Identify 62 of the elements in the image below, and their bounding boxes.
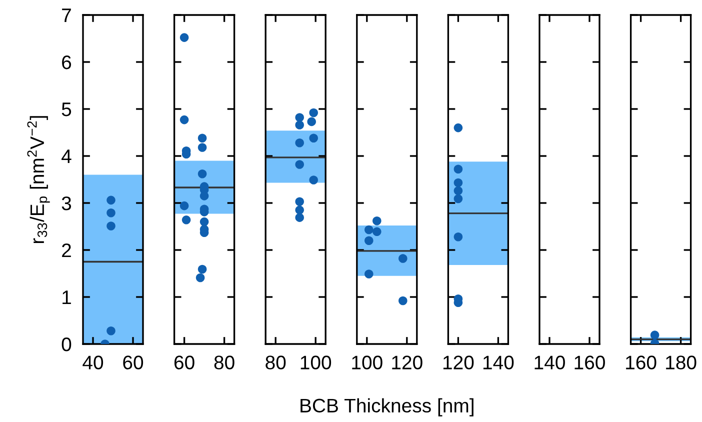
point bbox=[198, 143, 207, 152]
point bbox=[295, 197, 304, 206]
x-tick-label: 180 bbox=[666, 356, 696, 370]
point bbox=[372, 216, 382, 226]
x-tick-label: 140 bbox=[483, 356, 514, 370]
x-tick-label: 140 bbox=[534, 356, 565, 370]
point bbox=[364, 236, 374, 245]
point bbox=[364, 225, 374, 234]
point bbox=[398, 296, 408, 306]
point bbox=[106, 326, 116, 336]
point bbox=[309, 176, 318, 184]
x-tick-label: 160 bbox=[626, 356, 656, 370]
y-tick-label: 4 bbox=[62, 150, 72, 164]
point bbox=[106, 208, 116, 218]
point bbox=[454, 178, 463, 188]
y-tick-label: 6 bbox=[62, 55, 72, 70]
point bbox=[295, 113, 304, 122]
x-tick-label: 100 bbox=[352, 356, 382, 370]
point bbox=[295, 206, 304, 214]
point bbox=[106, 196, 116, 205]
point bbox=[295, 213, 304, 222]
x-tick-label: 60 bbox=[174, 356, 194, 370]
point bbox=[295, 160, 304, 169]
x-tick-label: 120 bbox=[443, 356, 474, 370]
point bbox=[398, 254, 408, 263]
point bbox=[307, 117, 316, 126]
point bbox=[180, 33, 189, 42]
point bbox=[309, 108, 318, 118]
point bbox=[295, 138, 304, 148]
point bbox=[180, 115, 189, 124]
point bbox=[372, 227, 382, 236]
point bbox=[454, 164, 463, 174]
y-tick-label: 1 bbox=[62, 290, 71, 304]
point bbox=[454, 123, 463, 132]
point bbox=[196, 273, 205, 282]
y-tick-label: 0 bbox=[62, 337, 72, 352]
point bbox=[198, 134, 207, 143]
point bbox=[182, 216, 191, 224]
x-tick-label: 60 bbox=[123, 356, 144, 370]
point bbox=[454, 186, 463, 196]
x-tick-label: 40 bbox=[82, 356, 104, 370]
y-tick-label: 3 bbox=[62, 196, 72, 210]
x-tick-label: 160 bbox=[574, 356, 605, 370]
point bbox=[180, 201, 189, 210]
y-tick-label: 7 bbox=[62, 8, 71, 22]
x-tick-label: 80 bbox=[266, 356, 286, 370]
x-axis-title: BCB Thickness [nm] bbox=[300, 398, 474, 416]
text: r$_{33}$/E$_{p}$ [nm$^{2}$V$^{−2}$] bbox=[27, 116, 50, 244]
point bbox=[454, 194, 463, 204]
point bbox=[364, 270, 374, 278]
point bbox=[106, 222, 116, 230]
point bbox=[198, 169, 207, 178]
point bbox=[198, 264, 207, 274]
point bbox=[309, 134, 318, 143]
point bbox=[454, 232, 463, 242]
y-tick-label: 5 bbox=[62, 102, 72, 116]
y-tick-label: 2 bbox=[62, 243, 71, 258]
x-tick-label: 100 bbox=[300, 356, 332, 370]
point bbox=[200, 217, 209, 226]
x-tick-label: 120 bbox=[392, 356, 422, 370]
x-tick-label: 80 bbox=[214, 356, 234, 370]
point bbox=[295, 120, 304, 130]
